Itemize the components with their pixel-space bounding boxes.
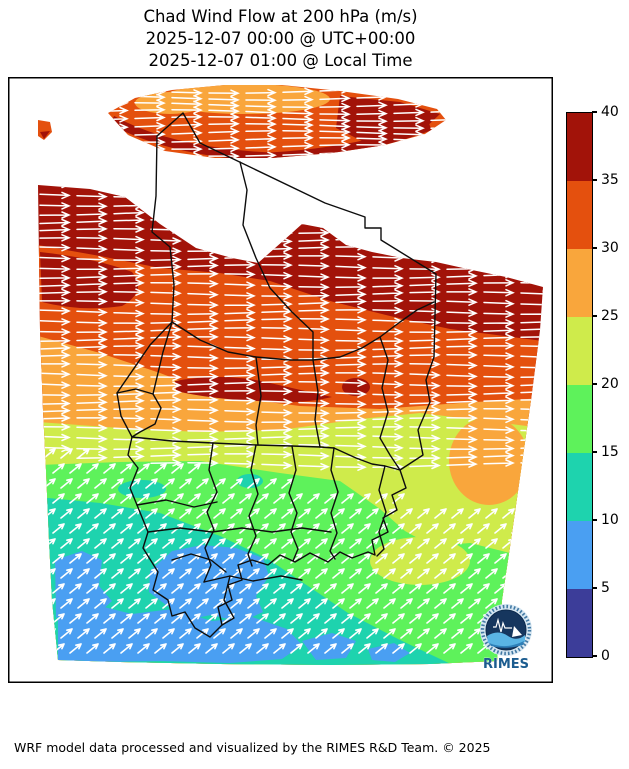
- colorbar-segment-20-25: [567, 317, 592, 385]
- colorbar-tick-label: 10: [601, 512, 619, 528]
- colorbar: 40 35 30 25 20 15 10 5 0: [560, 100, 629, 680]
- title-line-2: 2025-12-07 00:00 @ UTC+00:00: [145, 29, 416, 48]
- colorbar-tick-mark: [592, 179, 597, 181]
- colorbar-bar: [566, 112, 593, 658]
- sail-glyph: [512, 626, 522, 637]
- colorbar-segment-35-40: [567, 113, 592, 181]
- colorbar-segment-15-20: [567, 385, 592, 453]
- colorbar-tick-label: 20: [601, 376, 619, 392]
- colorbar-tick-label: 25: [601, 308, 619, 324]
- colorbar-segment-30-35: [567, 181, 592, 249]
- west-data-speck: [38, 120, 52, 140]
- seismograph-glyph: [493, 617, 512, 633]
- colorbar-tick-mark: [592, 587, 597, 589]
- colorbar-segment-25-30: [567, 249, 592, 317]
- page-title: Chad Wind Flow at 200 hPa (m/s) 2025-12-…: [8, 6, 553, 72]
- rimes-logo-label: RIMES: [483, 657, 529, 672]
- rimes-logo: RIMES: [480, 604, 532, 672]
- west-data-speck-core: [40, 131, 50, 139]
- colorbar-tick-mark: [592, 519, 597, 521]
- colorbar-tick-label: 0: [601, 648, 610, 664]
- colorbar-tick-label: 35: [601, 172, 619, 188]
- colorbar-tick-label: 5: [601, 580, 610, 596]
- country-borders: [116, 112, 437, 638]
- chad-outline: [116, 112, 437, 638]
- colorbar-tick-mark: [592, 383, 597, 385]
- colorbar-tick-label: 30: [601, 240, 619, 256]
- colorbar-segment-10-15: [567, 453, 592, 521]
- colorbar-tick-label: 40: [601, 104, 619, 120]
- colorbar-tick-mark: [592, 111, 597, 113]
- colorbar-tick-mark: [592, 315, 597, 317]
- colorbar-tick-mark: [592, 247, 597, 249]
- map-canvas: RIMES: [8, 77, 553, 683]
- footer-credit: WRF model data processed and visualized …: [14, 740, 491, 755]
- title-line-3: 2025-12-07 01:00 @ Local Time: [148, 51, 413, 70]
- colorbar-segment-5-10: [567, 521, 592, 589]
- colorbar-tick-mark: [592, 451, 597, 453]
- title-line-1: Chad Wind Flow at 200 hPa (m/s): [143, 7, 418, 26]
- colorbar-tick-label: 15: [601, 444, 619, 460]
- map-frame-border: [8, 77, 553, 683]
- colorbar-segment-0-5: [567, 589, 592, 657]
- colorbar-tick-mark: [592, 655, 597, 657]
